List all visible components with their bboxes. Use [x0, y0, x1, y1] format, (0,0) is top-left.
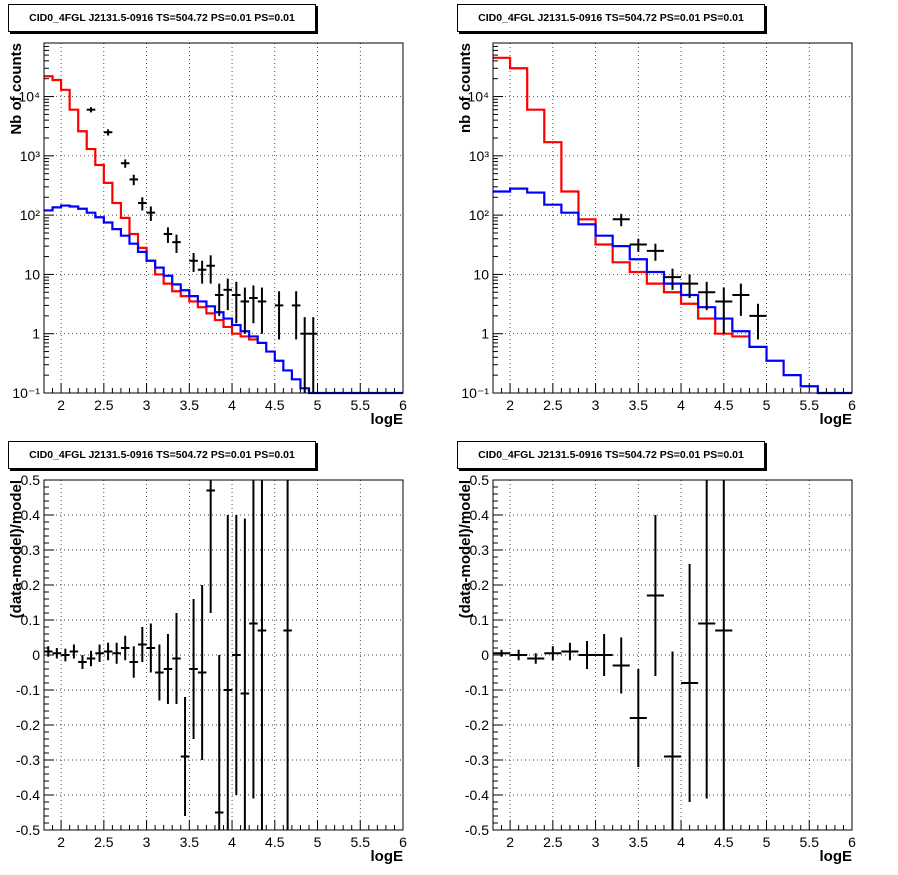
- model-total-histogram: [493, 56, 750, 338]
- y-tick-label: 10⁴: [18, 89, 40, 105]
- y-axis-title: Nb of counts: [8, 43, 25, 135]
- x-tick-label: 5: [314, 834, 322, 850]
- y-tick-label: -0.3: [465, 752, 489, 768]
- y-tick-label: -0.4: [465, 787, 489, 803]
- x-tick-label: 3.5: [629, 397, 649, 413]
- plot-frame: [43, 479, 404, 831]
- x-tick-label: 3: [143, 397, 151, 413]
- chart-title: CID0_4FGL J2131.5-0916 TS=504.72 PS=0.01…: [8, 441, 316, 469]
- y-tick-label: 0.5: [470, 472, 490, 488]
- y-tick-label: -0.5: [465, 822, 489, 838]
- x-tick-label: 3: [143, 834, 151, 850]
- x-tick-label: 2.5: [543, 397, 563, 413]
- y-tick-label: 0.2: [21, 577, 41, 593]
- y-tick-label: 10⁻¹: [461, 385, 489, 401]
- x-tick-label: 2: [506, 834, 514, 850]
- y-tick-label: 10: [473, 266, 489, 282]
- x-tick-label: 5: [763, 834, 771, 850]
- y-tick-label: 0: [32, 647, 40, 663]
- y-tick-label: 10: [24, 266, 40, 282]
- y-tick-label: 0.2: [470, 577, 490, 593]
- x-tick-label: 2.5: [94, 834, 114, 850]
- x-axis-title: logE: [820, 411, 853, 428]
- x-tick-label: 3: [592, 397, 600, 413]
- x-axis-title: logE: [820, 848, 853, 865]
- y-tick-label: -0.1: [465, 682, 489, 698]
- x-tick-label: 2.5: [94, 397, 114, 413]
- x-tick-label: 5.5: [351, 397, 371, 413]
- y-tick-label: 1: [481, 326, 489, 342]
- chart-svg: 2 2.5 3 3.5 4 4.5 5 5.5 6 -0.5 -0.4 -0.3 -0.2 -0.1 0 0.…: [457, 472, 856, 865]
- y-tick-label: 0.5: [21, 472, 41, 488]
- x-axis-title: logE: [371, 411, 404, 428]
- y-tick-label: -0.5: [16, 822, 40, 838]
- y-tick-label: 10³: [20, 148, 41, 164]
- y-tick-label: 0.3: [470, 542, 490, 558]
- y-tick-label: 1: [32, 326, 40, 342]
- x-tick-label: 3.5: [629, 834, 649, 850]
- y-tick-label: 10⁴: [467, 89, 489, 105]
- x-tick-label: 4.5: [714, 834, 734, 850]
- x-tick-label: 3: [592, 834, 600, 850]
- y-tick-label: -0.4: [16, 787, 40, 803]
- x-tick-label: 6: [848, 834, 856, 850]
- x-tick-label: 3.5: [180, 834, 200, 850]
- y-tick-label: -0.3: [16, 752, 40, 768]
- y-tick-label: 0: [481, 647, 489, 663]
- x-tick-label: 2: [57, 834, 65, 850]
- chart-panel-bottom-right: 2 2.5 3 3.5 4 4.5 5 5.5 6 -0.5 -0.4 -0.3 -0.2 -0.1 0 0.…: [449, 437, 898, 874]
- x-tick-label: 5.5: [800, 397, 820, 413]
- y-tick-label: 10²: [469, 207, 490, 223]
- x-tick-label: 4: [228, 397, 236, 413]
- x-tick-label: 6: [399, 834, 407, 850]
- y-tick-label: 0.3: [21, 542, 41, 558]
- x-tick-label: 6: [848, 397, 856, 413]
- chart-title: CID0_4FGL J2131.5-0916 TS=504.72 PS=0.01…: [457, 441, 765, 469]
- x-tick-label: 4: [677, 397, 685, 413]
- chart-panel-top-right: 2 2.5 3 3.5 4 4.5 5 5.5 6 10⁻¹ 1 10 10² 10³ 10⁴ logE nb …: [449, 0, 898, 437]
- x-tick-label: 5: [763, 397, 771, 413]
- x-tick-label: 2: [506, 397, 514, 413]
- x-tick-label: 4.5: [714, 397, 734, 413]
- y-tick-label: -0.1: [16, 682, 40, 698]
- chart-svg: 2 2.5 3 3.5 4 4.5 5 5.5 6 -0.5 -0.4 -0.3 -0.2 -0.1 0 0.…: [8, 472, 407, 865]
- chart-panel-bottom-left: 2 2.5 3 3.5 4 4.5 5 5.5 6 -0.5 -0.4 -0.3 -0.2 -0.1 0 0.…: [0, 437, 449, 874]
- x-axis-title: logE: [371, 848, 404, 865]
- y-axis-title: (data-model)/model: [8, 480, 25, 618]
- model-source-histogram: [44, 204, 403, 395]
- y-tick-label: 0.4: [21, 507, 41, 523]
- x-tick-label: 3.5: [180, 397, 200, 413]
- plot-frame: [492, 42, 853, 394]
- y-tick-label: 10³: [469, 148, 490, 164]
- x-tick-label: 4.5: [265, 834, 285, 850]
- x-tick-label: 2.5: [543, 834, 563, 850]
- x-tick-label: 5.5: [800, 834, 820, 850]
- y-tick-label: 10⁻¹: [12, 385, 40, 401]
- y-tick-label: -0.2: [465, 717, 489, 733]
- y-axis-title: (data-model)/model: [457, 480, 474, 618]
- x-tick-label: 5.5: [351, 834, 371, 850]
- chart-title: CID0_4FGL J2131.5-0916 TS=504.72 PS=0.01…: [8, 4, 316, 32]
- model-source-histogram: [493, 187, 852, 395]
- y-tick-label: -0.2: [16, 717, 40, 733]
- y-tick-label: 10²: [20, 207, 41, 223]
- y-axis-title: nb of counts: [457, 43, 474, 133]
- y-tick-label: 0.4: [470, 507, 490, 523]
- x-tick-label: 2: [57, 397, 65, 413]
- chart-svg: 2 2.5 3 3.5 4 4.5 5 5.5 6 10⁻¹ 1 10 10² 10³ 10⁴ logE Nb …: [8, 42, 407, 428]
- x-tick-label: 4.5: [265, 397, 285, 413]
- x-tick-label: 6: [399, 397, 407, 413]
- x-tick-label: 5: [314, 397, 322, 413]
- y-tick-label: 0.1: [21, 612, 41, 628]
- chart-panel-top-left: 2 2.5 3 3.5 4 4.5 5 5.5 6 10⁻¹ 1 10 10² 10³ 10⁴ logE Nb …: [0, 0, 449, 437]
- chart-svg: 2 2.5 3 3.5 4 4.5 5 5.5 6 10⁻¹ 1 10 10² 10³ 10⁴ logE nb …: [457, 42, 856, 428]
- chart-title: CID0_4FGL J2131.5-0916 TS=504.72 PS=0.01…: [457, 4, 765, 32]
- x-tick-label: 4: [677, 834, 685, 850]
- x-tick-label: 4: [228, 834, 236, 850]
- y-tick-label: 0.1: [470, 612, 490, 628]
